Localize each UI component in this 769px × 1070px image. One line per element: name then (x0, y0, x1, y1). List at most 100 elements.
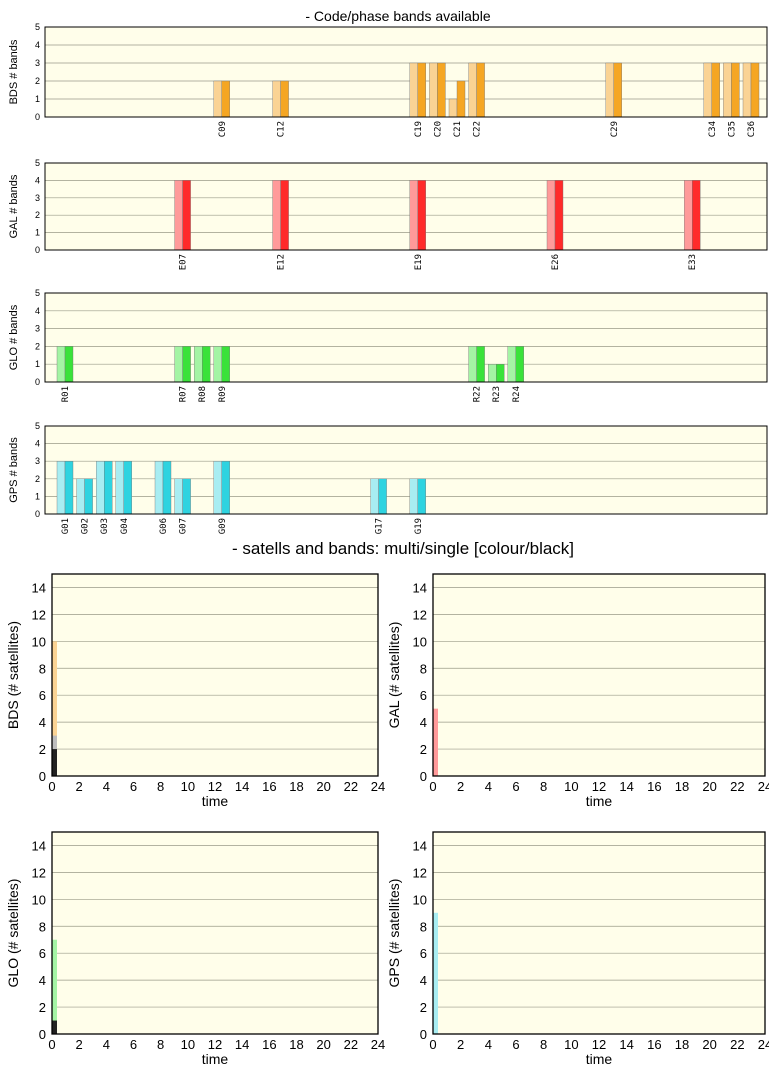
y-tick-label: 8 (420, 919, 427, 934)
bar-e19-light (409, 180, 418, 251)
bar-e12-light (272, 180, 281, 251)
y-tick-label: 0 (39, 769, 46, 784)
y-tick-label: 2 (420, 1000, 427, 1015)
x-tick-label: 24 (758, 1037, 769, 1052)
satellite-label: C36 (747, 121, 757, 137)
y-tick-label: 1 (35, 491, 40, 501)
plot-background (45, 293, 767, 382)
bar-c21-light (448, 98, 458, 118)
x-axis-label: time (586, 793, 613, 809)
satellite-label: E33 (688, 254, 698, 270)
plot-frame (51, 573, 379, 777)
bar-c20 (437, 62, 446, 118)
satellite-label: R22 (473, 386, 483, 402)
bar-e07 (182, 180, 191, 251)
bar-g09 (221, 461, 231, 515)
single-band-bar (52, 1020, 57, 1034)
x-tick-label: 2 (76, 779, 83, 794)
x-tick-label: 22 (730, 779, 744, 794)
x-tick-label: 4 (103, 779, 110, 794)
y-tick-label: 2 (35, 76, 40, 86)
y-tick-label: 6 (420, 688, 427, 703)
bar-e26 (554, 180, 564, 251)
multi-band-bar (433, 912, 438, 1034)
bar-r07-light (174, 346, 183, 383)
satellite-label: G07 (179, 518, 189, 534)
satellite-label: R08 (198, 386, 208, 402)
bar-c09-light (213, 80, 223, 118)
x-tick-label: 20 (316, 1037, 330, 1052)
y-axis-label: GLO (# satellites) (5, 879, 21, 988)
y-axis-label: GLO # bands (8, 304, 20, 370)
satellite-label: C34 (708, 121, 718, 137)
bar-c36 (750, 62, 760, 118)
bar-g04 (123, 461, 133, 515)
x-tick-label: 6 (130, 1037, 137, 1052)
y-tick-label: 12 (32, 865, 46, 880)
x-tick-label: 10 (564, 1037, 578, 1052)
y-tick-label: 3 (35, 58, 40, 68)
y-tick-label: 3 (35, 324, 40, 334)
bar-g07 (182, 478, 191, 515)
bar-r01 (64, 346, 74, 383)
plot-background (433, 832, 765, 1034)
x-axis-label: time (586, 1051, 613, 1067)
bar-r23 (496, 364, 505, 383)
bar-r24-light (507, 346, 516, 383)
x-tick-label: 6 (130, 779, 137, 794)
y-tick-label: 14 (32, 838, 46, 853)
satellite-label: R24 (512, 386, 522, 402)
x-tick-label: 14 (235, 1037, 249, 1052)
x-tick-label: 4 (485, 779, 492, 794)
x-tick-label: 24 (371, 1037, 385, 1052)
x-tick-label: 12 (592, 779, 606, 794)
y-tick-label: 5 (35, 22, 40, 32)
bar-g03-light (95, 461, 105, 515)
plot-frame (51, 831, 379, 1035)
satellite-label: G02 (81, 518, 91, 534)
y-tick-label: 14 (413, 580, 427, 595)
bar-g06-light (154, 461, 164, 515)
y-tick-label: 4 (35, 439, 40, 449)
bar-e33-light (684, 180, 693, 251)
y-tick-label: 1 (35, 228, 40, 238)
bar-c29-light (605, 62, 614, 118)
satellite-label: C22 (473, 121, 483, 137)
y-tick-label: 2 (420, 742, 427, 757)
time-section-title: - satells and bands: multi/single [colou… (232, 539, 574, 558)
y-tick-label: 4 (35, 40, 40, 50)
x-tick-label: 20 (316, 779, 330, 794)
x-tick-label: 12 (208, 1037, 222, 1052)
bar-c34 (711, 62, 720, 118)
x-tick-label: 10 (181, 779, 195, 794)
y-tick-label: 10 (32, 892, 46, 907)
satellite-label: G06 (159, 518, 169, 534)
satellite-label: G03 (100, 518, 110, 534)
bar-g04-light (115, 461, 125, 515)
y-tick-label: 10 (413, 634, 427, 649)
bar-c12-light (272, 80, 281, 118)
bar-g09-light (213, 461, 223, 515)
y-tick-label: 0 (39, 1027, 46, 1042)
y-axis-label: GPS # bands (8, 437, 20, 503)
bar-e07-light (174, 180, 183, 251)
plot-background (433, 574, 765, 776)
x-axis-label: time (202, 1051, 229, 1067)
plot-frame (44, 292, 768, 383)
bar-g01-light (56, 461, 66, 515)
bar-e26-light (546, 180, 556, 251)
bar-r22 (476, 346, 485, 383)
y-tick-label: 6 (39, 946, 46, 961)
satellite-label: C35 (727, 121, 737, 137)
x-tick-label: 10 (564, 779, 578, 794)
x-tick-label: 20 (702, 779, 716, 794)
x-tick-label: 4 (103, 1037, 110, 1052)
x-tick-label: 8 (540, 1037, 547, 1052)
bar-r07 (182, 346, 191, 383)
x-tick-label: 12 (592, 1037, 606, 1052)
x-tick-label: 16 (647, 779, 661, 794)
bar-g17-light (370, 478, 379, 515)
bar-c21 (456, 80, 466, 118)
plot-background (45, 426, 767, 514)
